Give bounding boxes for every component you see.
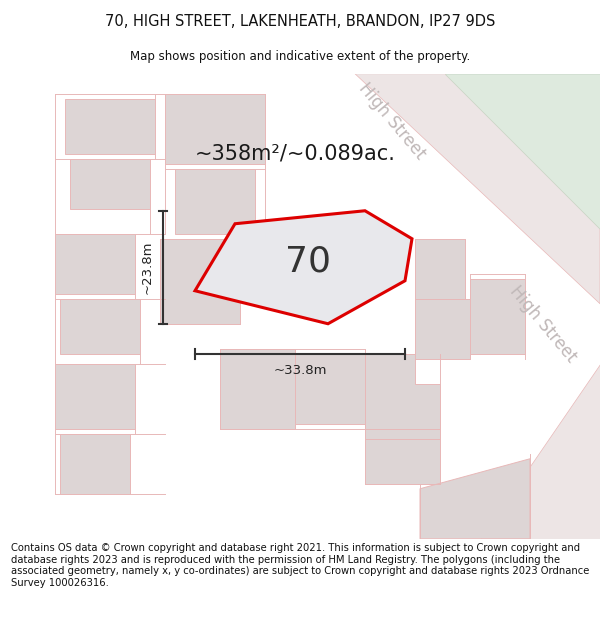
Polygon shape <box>165 94 265 164</box>
Polygon shape <box>295 354 365 424</box>
Polygon shape <box>70 159 150 209</box>
Polygon shape <box>55 364 135 429</box>
Text: ~358m²/~0.089ac.: ~358m²/~0.089ac. <box>194 144 395 164</box>
Polygon shape <box>420 459 530 539</box>
Text: ~33.8m: ~33.8m <box>273 364 327 378</box>
Polygon shape <box>160 239 240 324</box>
Polygon shape <box>60 299 140 354</box>
Polygon shape <box>60 434 130 494</box>
Polygon shape <box>65 99 155 154</box>
Polygon shape <box>445 74 600 229</box>
Text: High Street: High Street <box>355 79 429 162</box>
Text: High Street: High Street <box>506 282 580 366</box>
Polygon shape <box>470 279 525 354</box>
Text: Map shows position and indicative extent of the property.: Map shows position and indicative extent… <box>130 49 470 62</box>
Polygon shape <box>365 439 440 484</box>
Polygon shape <box>195 211 412 324</box>
Polygon shape <box>220 349 295 429</box>
Polygon shape <box>365 354 440 439</box>
Polygon shape <box>175 169 255 234</box>
Polygon shape <box>55 234 135 294</box>
Polygon shape <box>415 299 470 359</box>
Text: ~23.8m: ~23.8m <box>140 241 154 294</box>
Text: 70, HIGH STREET, LAKENHEATH, BRANDON, IP27 9DS: 70, HIGH STREET, LAKENHEATH, BRANDON, IP… <box>105 14 495 29</box>
Text: 70: 70 <box>286 244 331 278</box>
Text: Contains OS data © Crown copyright and database right 2021. This information is : Contains OS data © Crown copyright and d… <box>11 543 589 588</box>
Polygon shape <box>415 239 465 299</box>
Polygon shape <box>480 364 600 539</box>
Polygon shape <box>355 74 600 304</box>
